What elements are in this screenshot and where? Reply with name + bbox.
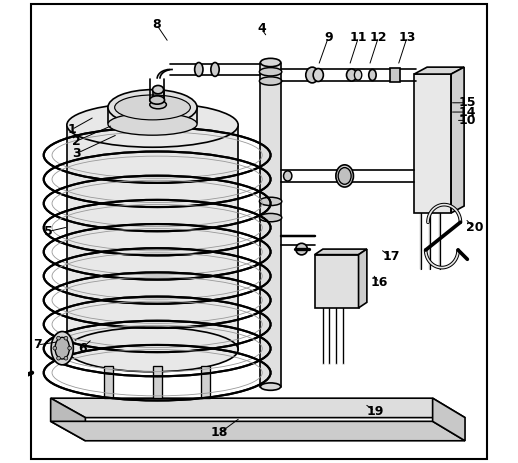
Ellipse shape xyxy=(108,113,197,135)
Polygon shape xyxy=(358,249,367,308)
Text: 4: 4 xyxy=(257,22,266,35)
Ellipse shape xyxy=(261,383,281,390)
Text: 16: 16 xyxy=(371,276,388,289)
Ellipse shape xyxy=(53,346,56,350)
Text: 20: 20 xyxy=(466,221,483,234)
Ellipse shape xyxy=(369,69,376,81)
Ellipse shape xyxy=(55,338,69,359)
Ellipse shape xyxy=(114,95,191,120)
Bar xyxy=(314,255,358,308)
Text: 19: 19 xyxy=(366,405,383,418)
Polygon shape xyxy=(451,67,464,213)
Ellipse shape xyxy=(261,58,281,67)
Bar xyxy=(390,68,400,82)
Polygon shape xyxy=(104,366,113,398)
Ellipse shape xyxy=(68,346,71,350)
Polygon shape xyxy=(152,366,162,398)
Polygon shape xyxy=(67,125,238,350)
Ellipse shape xyxy=(347,69,357,81)
Ellipse shape xyxy=(150,96,165,104)
Ellipse shape xyxy=(108,90,197,125)
Text: 1: 1 xyxy=(67,123,76,136)
Ellipse shape xyxy=(150,100,166,109)
Ellipse shape xyxy=(67,327,238,372)
Text: 5: 5 xyxy=(44,225,53,238)
Text: 9: 9 xyxy=(324,31,333,44)
Ellipse shape xyxy=(56,336,61,340)
Ellipse shape xyxy=(296,244,307,255)
Polygon shape xyxy=(51,398,465,418)
Polygon shape xyxy=(314,249,367,255)
Polygon shape xyxy=(433,398,465,441)
Ellipse shape xyxy=(56,357,61,360)
Ellipse shape xyxy=(67,103,238,147)
Ellipse shape xyxy=(354,70,362,80)
Text: 13: 13 xyxy=(398,31,416,44)
Text: 8: 8 xyxy=(152,18,161,31)
Polygon shape xyxy=(261,63,281,387)
Polygon shape xyxy=(51,421,465,441)
Ellipse shape xyxy=(64,357,68,360)
Ellipse shape xyxy=(152,86,164,94)
Ellipse shape xyxy=(283,171,292,181)
Text: 6: 6 xyxy=(78,342,87,355)
Text: 17: 17 xyxy=(382,250,400,263)
Text: 10: 10 xyxy=(458,114,476,127)
Polygon shape xyxy=(414,67,464,74)
Text: 18: 18 xyxy=(211,426,228,439)
Polygon shape xyxy=(201,366,210,398)
Ellipse shape xyxy=(51,332,74,365)
Text: 11: 11 xyxy=(350,31,367,44)
Ellipse shape xyxy=(64,336,68,340)
Text: 14: 14 xyxy=(458,106,476,119)
Bar xyxy=(414,74,451,213)
Text: 12: 12 xyxy=(370,31,387,44)
Ellipse shape xyxy=(306,67,319,83)
Ellipse shape xyxy=(260,197,282,206)
Ellipse shape xyxy=(195,63,203,76)
Ellipse shape xyxy=(336,165,353,187)
Ellipse shape xyxy=(260,77,282,85)
Text: 3: 3 xyxy=(72,147,80,160)
Ellipse shape xyxy=(260,68,282,76)
Text: 2: 2 xyxy=(71,135,80,148)
Text: 7: 7 xyxy=(33,338,42,351)
Ellipse shape xyxy=(338,168,351,184)
Text: 15: 15 xyxy=(458,96,476,109)
Ellipse shape xyxy=(211,63,219,76)
Polygon shape xyxy=(51,398,85,441)
Ellipse shape xyxy=(313,69,323,81)
Ellipse shape xyxy=(260,213,282,222)
